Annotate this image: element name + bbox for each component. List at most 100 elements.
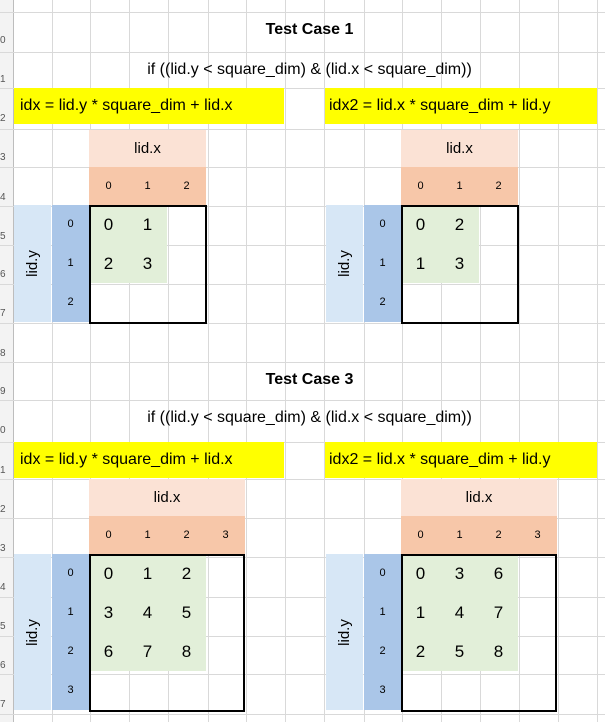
case3-left-col-index-band — [89, 516, 245, 554]
row-number: 5 — [0, 621, 6, 632]
row-index: 1 — [379, 257, 386, 269]
row-header-column — [0, 0, 13, 722]
row-number: 7 — [0, 699, 6, 710]
cell-value: 6 — [103, 642, 114, 661]
grid-vline — [441, 0, 442, 722]
row-index: 0 — [67, 218, 74, 230]
cell-value: 6 — [493, 564, 504, 583]
row-number: 6 — [0, 660, 6, 671]
row-number: 2 — [0, 113, 6, 124]
row-number: 1 — [0, 465, 6, 476]
grid-vline — [129, 0, 130, 722]
grid-vline — [402, 0, 403, 722]
cell-value: 3 — [454, 564, 465, 583]
row-number: 4 — [0, 582, 6, 593]
case3-right-formula: idx2 = lid.x * square_dim + lid.y — [325, 442, 597, 478]
row-index: 0 — [67, 567, 74, 579]
case3-right-row-axis-label: lid.y — [326, 554, 363, 710]
grid-vline — [246, 0, 247, 722]
row-axis-label-text: lid.y — [336, 618, 353, 646]
grid-hline — [0, 674, 605, 675]
cell-value: 0 — [415, 215, 426, 234]
grid-vline — [208, 0, 209, 722]
case1-right-filled-region — [401, 205, 479, 283]
row-axis-label-text: lid.y — [24, 250, 41, 277]
row-number: 3 — [0, 543, 6, 554]
case3-title: Test Case 3 — [265, 371, 354, 388]
grid-vline — [285, 0, 286, 722]
row-number: 9 — [0, 386, 6, 397]
grid-vline — [364, 0, 365, 722]
case3-right-row-index-band — [364, 554, 401, 710]
col-index: 2 — [183, 180, 190, 192]
col-index: 1 — [456, 529, 463, 541]
case1-right-col-axis-label: lid.x — [401, 130, 518, 167]
cell-value: 8 — [181, 642, 192, 661]
col-index: 0 — [105, 180, 112, 192]
case1-left-col-index-band — [89, 167, 206, 205]
row-number: 5 — [0, 231, 6, 242]
grid-hline — [0, 479, 605, 480]
case1-left-grid-outline — [89, 205, 207, 324]
row-index: 1 — [379, 606, 386, 618]
row-index: 2 — [379, 296, 386, 308]
row-axis-label-text: lid.y — [24, 618, 41, 646]
case1-left-filled-region — [89, 205, 167, 283]
row-number: 0 — [0, 425, 6, 436]
case3-left-formula: idx = lid.y * square_dim + lid.x — [14, 442, 284, 478]
case1-right-formula: idx2 = lid.x * square_dim + lid.y — [325, 88, 597, 124]
grid-hline — [0, 206, 605, 207]
grid-hline — [0, 129, 605, 130]
cell-value: 4 — [454, 603, 465, 622]
cell-value: 1 — [415, 254, 426, 273]
grid-hline — [0, 400, 605, 401]
cell-value: 3 — [454, 254, 465, 273]
grid-hline — [0, 12, 605, 13]
grid-vline — [324, 0, 325, 722]
grid-vline — [597, 0, 598, 722]
cell-value: 7 — [142, 642, 153, 661]
cell-value: 5 — [181, 603, 192, 622]
row-index: 3 — [67, 684, 74, 696]
cell-value: 2 — [415, 642, 426, 661]
cell-value: 5 — [454, 642, 465, 661]
col-index: 0 — [105, 529, 112, 541]
row-number: 2 — [0, 504, 6, 515]
col-index: 1 — [144, 180, 151, 192]
case3-left-grid-outline — [89, 554, 245, 712]
case1-right-col-index-band — [401, 167, 518, 205]
cell-value: 8 — [493, 642, 504, 661]
grid-hline — [0, 284, 605, 285]
cell-value: 3 — [142, 254, 153, 273]
row-index: 2 — [379, 645, 386, 657]
grid-vline — [519, 0, 520, 722]
grid-vline — [168, 0, 169, 722]
grid-hline — [0, 323, 605, 324]
row-index: 3 — [379, 684, 386, 696]
grid-hline — [0, 245, 605, 246]
col-index: 3 — [222, 529, 229, 541]
cell-value: 1 — [415, 603, 426, 622]
col-index: 3 — [534, 529, 541, 541]
row-index: 2 — [67, 645, 74, 657]
case3-left-row-index-band — [52, 554, 89, 710]
col-index: 2 — [495, 180, 502, 192]
grid-vline — [52, 0, 53, 722]
case3-right-grid-outline — [401, 554, 557, 712]
case1-right-grid-outline — [401, 205, 519, 324]
cell-value: 2 — [181, 564, 192, 583]
case1-left-row-index-band — [52, 205, 89, 322]
col-index: 0 — [417, 180, 424, 192]
col-index: 1 — [144, 529, 151, 541]
case3-left-row-axis-label: lid.y — [14, 554, 51, 710]
row-number: 3 — [0, 152, 6, 163]
case3-right-filled-region — [401, 554, 518, 671]
case1-title: Test Case 1 — [265, 21, 354, 38]
cell-value: 2 — [103, 254, 114, 273]
cell-value: 1 — [142, 215, 153, 234]
cell-value: 2 — [454, 215, 465, 234]
row-index: 0 — [379, 567, 386, 579]
row-number: 1 — [0, 74, 6, 85]
col-index: 1 — [456, 180, 463, 192]
